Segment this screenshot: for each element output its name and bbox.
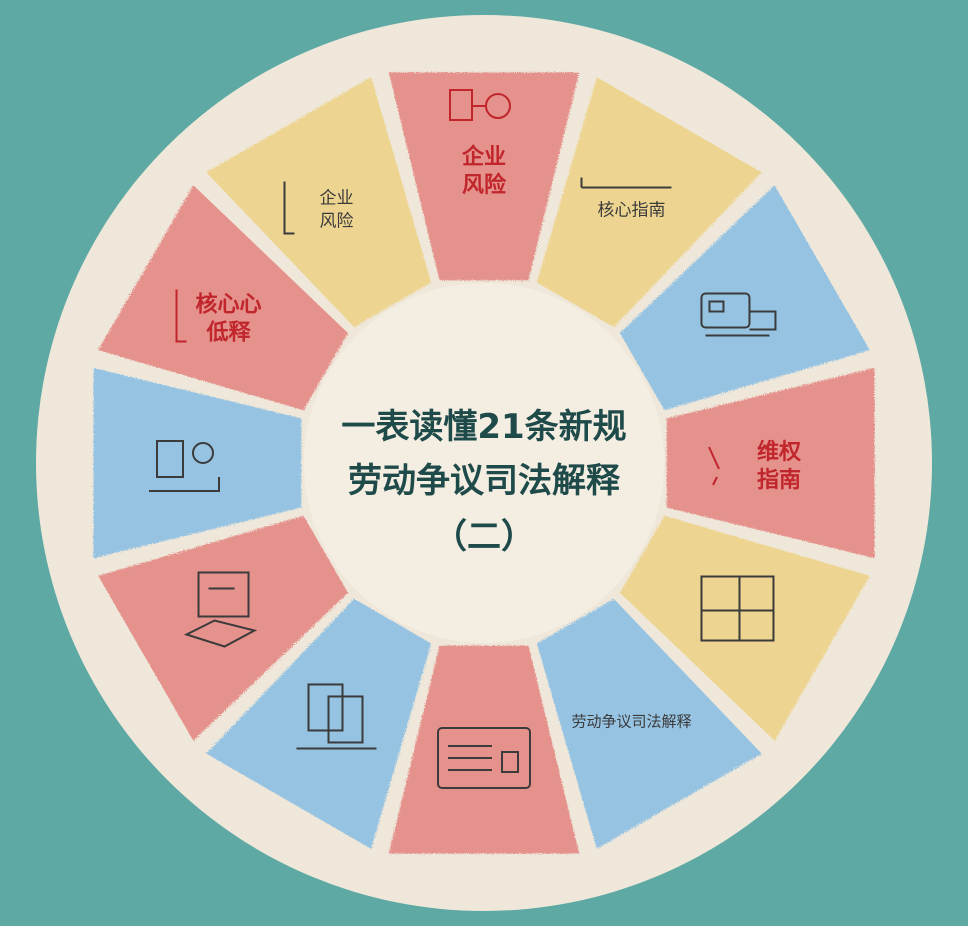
segment-office-content bbox=[149, 440, 220, 492]
document-icon bbox=[449, 89, 511, 121]
segment-contract bbox=[388, 645, 580, 854]
segment-card-content bbox=[700, 292, 777, 337]
segment-stamp bbox=[619, 515, 870, 741]
segment-stamp-shape bbox=[619, 515, 870, 741]
segment-core-release-shape bbox=[98, 185, 349, 411]
segment-rights-guide-shape bbox=[666, 367, 875, 559]
form-icon bbox=[183, 571, 258, 648]
segment-documents-shape bbox=[206, 598, 432, 849]
bracket-icon bbox=[175, 289, 187, 343]
segment-form-shape bbox=[98, 515, 349, 741]
segment-contract-shape bbox=[388, 645, 580, 854]
documents-icon bbox=[296, 683, 377, 750]
bracket-icon bbox=[283, 181, 295, 235]
segment-documents-content bbox=[296, 683, 377, 750]
segment-office-shape bbox=[93, 367, 302, 559]
segment-enterprise-risk-red-label-2: 风险 bbox=[462, 172, 507, 198]
center-title-line3: （二） bbox=[433, 517, 535, 557]
office-icon bbox=[149, 440, 220, 492]
segment-enterprise-risk-yellow-label-2: 风险 bbox=[320, 212, 354, 232]
card-icon bbox=[700, 292, 777, 337]
segment-enterprise-risk-red-shape bbox=[388, 72, 580, 281]
segment-office bbox=[93, 367, 302, 559]
segment-core-guide-label-1: 核心指南 bbox=[598, 201, 666, 221]
center-title-line1: 一表读懂21条新规 bbox=[341, 407, 626, 447]
segment-stamp-content bbox=[700, 575, 775, 642]
segment-enterprise-risk-yellow-shape bbox=[206, 77, 432, 328]
segment-form bbox=[98, 515, 349, 741]
segment-rights-guide-label-2: 指南 bbox=[757, 468, 801, 493]
inner-circle bbox=[304, 283, 664, 643]
segment-judicial-interpretation-shape bbox=[536, 598, 762, 849]
segment-enterprise-risk-yellow-label-1: 企业 bbox=[320, 189, 354, 209]
segment-judicial-interpretation-label-1: 劳动争议司法解释 bbox=[571, 712, 691, 730]
segment-card bbox=[619, 185, 870, 411]
contract-icon bbox=[437, 727, 531, 789]
segment-contract-content bbox=[437, 727, 531, 789]
segment-judicial-interpretation-content: 劳动争议司法解释 bbox=[571, 712, 691, 730]
pen-icon bbox=[708, 446, 720, 486]
segment-form-content bbox=[183, 571, 258, 648]
segment-core-release-label-2: 低释 bbox=[206, 321, 252, 346]
segment-judicial-interpretation: 劳动争议司法解释 bbox=[536, 598, 762, 849]
segment-rights-guide-label-1: 维权 bbox=[757, 439, 802, 465]
segment-core-release-label-1: 核心心 bbox=[196, 292, 262, 318]
center-title-line2: 劳动争议司法解释 bbox=[348, 461, 621, 501]
segment-core-guide-shape bbox=[536, 77, 762, 328]
segment-core-guide-content: 核心指南 bbox=[580, 177, 672, 221]
segment-documents bbox=[206, 598, 432, 849]
segment-card-shape bbox=[619, 185, 870, 411]
line-icon bbox=[580, 177, 672, 189]
segment-core-guide: 核心指南 bbox=[536, 77, 762, 328]
segment-enterprise-risk-red-label-1: 企业 bbox=[461, 144, 506, 170]
stamp-icon bbox=[700, 575, 775, 642]
